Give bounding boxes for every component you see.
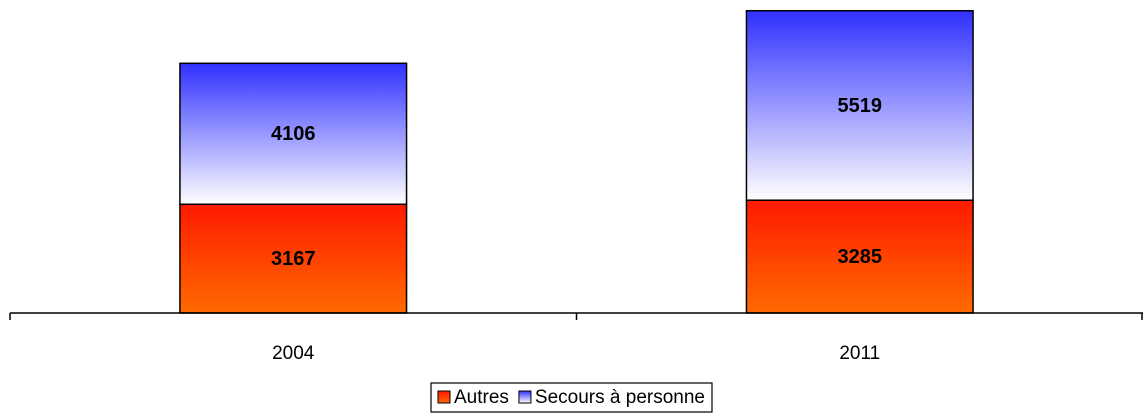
- data-label: 3167: [271, 248, 316, 270]
- legend-label: Secours à personne: [535, 387, 705, 408]
- bar-segment: [745, 9, 974, 201]
- legend-label: Autres: [454, 387, 509, 408]
- data-label: 4106: [271, 123, 316, 145]
- x-tick-label: 2004: [272, 343, 315, 364]
- x-tick-label: 2011: [839, 343, 880, 364]
- legend-swatch: [437, 390, 451, 404]
- legend-box: [430, 382, 713, 413]
- bar-segment: [179, 62, 408, 206]
- legend: Autres Secours à personne: [430, 382, 713, 413]
- bar-segment: [179, 203, 408, 314]
- legend-swatch: [518, 390, 532, 404]
- data-label: 3285: [838, 246, 883, 268]
- data-label: 5519: [838, 95, 883, 117]
